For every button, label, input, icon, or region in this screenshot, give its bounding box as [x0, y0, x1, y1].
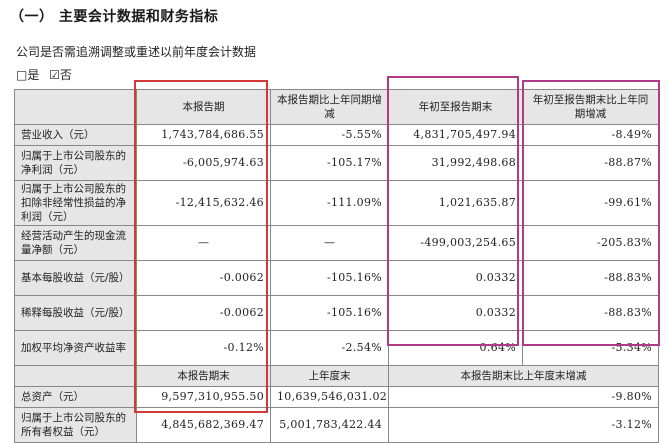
table-row: 营业收入（元） 1,743,784,686.55 -5.55% 4,831,70… — [14, 124, 659, 146]
cell-change: -9.80% — [388, 386, 659, 408]
cell-current-period: — — [136, 225, 271, 261]
row-label: 经营活动产生的现金流量净额（元） — [14, 225, 137, 261]
cell-ytd: -499,003,254.65 — [388, 225, 523, 261]
cell-ytd-yoy-change: -88.87% — [522, 145, 659, 181]
table-row: 基本每股收益（元/股） -0.0062 -105.16% 0.0332 -88.… — [14, 260, 659, 296]
cell-ytd-yoy-change: -99.61% — [522, 180, 659, 226]
cell-period-end: 4,845,682,369.47 — [136, 407, 271, 443]
cell-period-end: 9,597,310,955.50 — [136, 386, 271, 408]
row-label: 营业收入（元） — [14, 124, 137, 146]
cell-ytd-yoy-change: -88.83% — [522, 260, 659, 296]
cell-ytd-yoy-change: -8.49% — [522, 124, 659, 146]
cell-ytd: 31,992,498.68 — [388, 145, 523, 181]
subheader-cell-period-end: 本报告期末 — [136, 365, 271, 387]
cell-ytd: 0.0332 — [388, 260, 523, 296]
checkbox-yes[interactable]: □是 — [16, 68, 40, 82]
cell-ytd: 1,021,635.87 — [388, 180, 523, 226]
cell-ytd-yoy-change: -5.34% — [522, 330, 659, 366]
cell-current-period: -6,005,974.63 — [136, 145, 271, 181]
table-header-row: 本报告期 本报告期比上年同期增减 年初至报告期末 年初至报告期末比上年同期增减 — [14, 89, 659, 125]
section-heading: （一） 主要会计数据和财务指标 — [10, 9, 219, 25]
table-row: 加权平均净资产收益率 -0.12% -2.54% 0.64% -5.34% — [14, 330, 659, 366]
cell-yoy-change: — — [270, 225, 389, 261]
table-row: 归属于上市公司股东的所有者权益（元） 4,845,682,369.47 5,00… — [14, 407, 659, 443]
row-label: 归属于上市公司股东的扣除非经常性损益的净利润（元） — [14, 180, 137, 226]
cell-ytd: 0.0332 — [388, 295, 523, 331]
cell-yoy-change: -111.09% — [270, 180, 389, 226]
table-subheader-row: 本报告期末 上年度末 本报告期末比上年度末增减 — [14, 365, 659, 387]
row-label: 基本每股收益（元/股） — [14, 260, 137, 296]
cell-ytd-yoy-change: -205.83% — [522, 225, 659, 261]
row-label: 总资产（元） — [14, 386, 137, 408]
table-row: 归属于上市公司股东的净利润（元） -6,005,974.63 -105.17% … — [14, 145, 659, 181]
subheader-cell-empty — [14, 365, 137, 387]
cell-ytd: 4,831,705,497.94 — [388, 124, 523, 146]
cell-prior-year-end: 5,001,783,422.44 — [270, 407, 389, 443]
header-cell-current-period: 本报告期 — [136, 89, 271, 125]
cell-current-period: -12,415,632.46 — [136, 180, 271, 226]
cell-prior-year-end: 10,639,546,031.02 — [270, 386, 389, 408]
header-cell-ytd-yoy-change: 年初至报告期末比上年同期增减 — [522, 89, 659, 125]
row-label: 稀释每股收益（元/股） — [14, 295, 137, 331]
subheader-cell-change: 本报告期末比上年度末增减 — [388, 365, 659, 387]
cell-yoy-change: -2.54% — [270, 330, 389, 366]
financial-indicators-table: 本报告期 本报告期比上年同期增减 年初至报告期末 年初至报告期末比上年同期增减 … — [14, 89, 659, 443]
header-cell-empty — [14, 89, 137, 125]
cell-change: -3.12% — [388, 407, 659, 443]
table-row: 总资产（元） 9,597,310,955.50 10,639,546,031.0… — [14, 386, 659, 408]
cell-yoy-change: -105.16% — [270, 260, 389, 296]
subheader-cell-prior-year-end: 上年度末 — [270, 365, 389, 387]
row-label: 加权平均净资产收益率 — [14, 330, 137, 366]
cell-ytd-yoy-change: -88.83% — [522, 295, 659, 331]
row-label: 归属于上市公司股东的所有者权益（元） — [14, 407, 137, 443]
cell-current-period: 1,743,784,686.55 — [136, 124, 271, 146]
table-row: 经营活动产生的现金流量净额（元） — — -499,003,254.65 -20… — [14, 225, 659, 261]
cell-yoy-change: -105.17% — [270, 145, 389, 181]
header-cell-ytd: 年初至报告期末 — [388, 89, 523, 125]
table-row: 归属于上市公司股东的扣除非经常性损益的净利润（元） -12,415,632.46… — [14, 180, 659, 226]
checkbox-no[interactable]: ☑否 — [49, 68, 72, 82]
cell-current-period: -0.0062 — [136, 295, 271, 331]
cell-current-period: -0.12% — [136, 330, 271, 366]
restatement-question: 公司是否需追溯调整或重述以前年度会计数据 — [16, 45, 257, 59]
cell-yoy-change: -105.16% — [270, 295, 389, 331]
restatement-checkboxes: □是 ☑否 — [16, 66, 78, 83]
cell-yoy-change: -5.55% — [270, 124, 389, 146]
cell-current-period: -0.0062 — [136, 260, 271, 296]
row-label: 归属于上市公司股东的净利润（元） — [14, 145, 137, 181]
table-row: 稀释每股收益（元/股） -0.0062 -105.16% 0.0332 -88.… — [14, 295, 659, 331]
cell-ytd: 0.64% — [388, 330, 523, 366]
header-cell-yoy-change: 本报告期比上年同期增减 — [270, 89, 389, 125]
